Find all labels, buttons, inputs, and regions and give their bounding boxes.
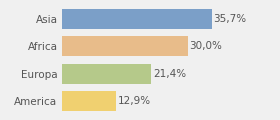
Bar (62, 64, 151, 84)
Text: 35,7%: 35,7% (213, 14, 246, 24)
Text: 12,9%: 12,9% (118, 96, 151, 106)
Bar (62, 9, 212, 29)
Bar (62, 91, 116, 111)
Text: 30,0%: 30,0% (189, 41, 222, 51)
Text: 21,4%: 21,4% (153, 69, 186, 79)
Bar (62, 36, 188, 56)
